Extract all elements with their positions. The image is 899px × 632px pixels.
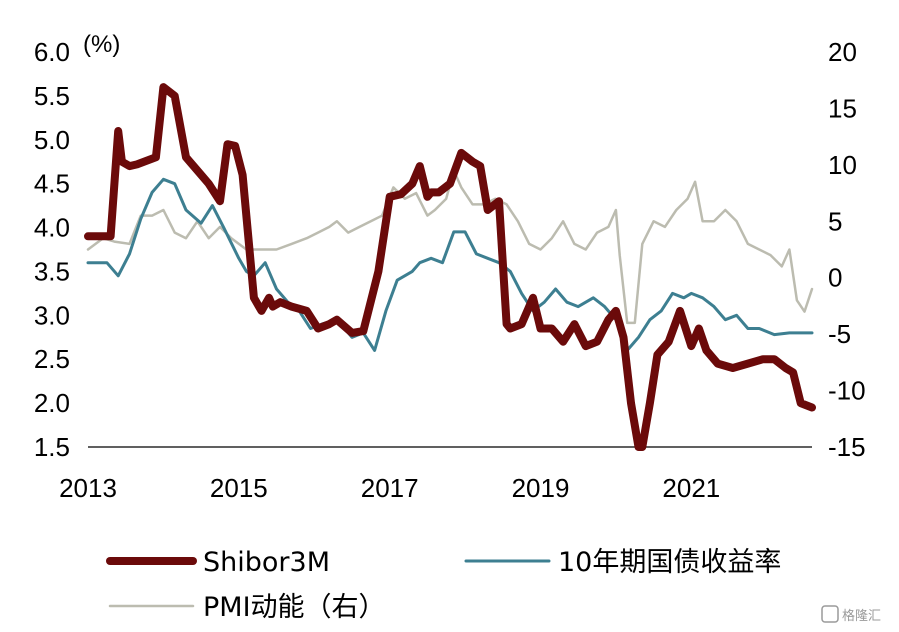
- y-left-tick-label: 3.5: [34, 256, 70, 286]
- pmi-momentum-line: [86, 169, 814, 325]
- y-left-tick-label: 2.0: [34, 388, 70, 418]
- y-right-tick-label: 10: [828, 150, 857, 180]
- watermark: 格隆汇: [821, 605, 881, 624]
- watermark-logo-icon: [821, 605, 839, 623]
- shibor3m-line: [84, 83, 816, 451]
- y-left-tick-label: 4.5: [34, 169, 70, 199]
- y-right-tick-labels: 20 15 10 5 0 -5 -10 -15: [828, 37, 866, 462]
- x-tick-label: 2021: [662, 473, 720, 503]
- y-right-tick-label: 15: [828, 93, 857, 123]
- x-tick-label: 2017: [361, 473, 419, 503]
- x-tick-labels: 2013 2015 2017 2019 2021: [59, 473, 720, 503]
- x-tick-label: 2015: [210, 473, 268, 503]
- legend-label: 10年期国债收益率: [558, 547, 781, 578]
- y-right-tick-label: 20: [828, 37, 857, 67]
- y-left-tick-label: 6.0: [34, 37, 70, 67]
- y-left-tick-labels: 6.0 5.5 5.0 4.5 4.0 3.5 3.0 2.5 2.0 1.5: [34, 37, 70, 462]
- y-left-tick-label: 3.0: [34, 300, 70, 330]
- y-right-tick-label: 0: [828, 263, 842, 293]
- y-left-tick-label: 1.5: [34, 432, 70, 462]
- y-right-tick-label: -15: [828, 432, 866, 462]
- watermark-text: 格隆汇: [842, 608, 881, 624]
- x-tick-label: 2013: [59, 473, 117, 503]
- x-tick-label: 2019: [512, 473, 570, 503]
- series-layer: [84, 83, 816, 451]
- legend-label: Shibor3M: [203, 547, 330, 578]
- y-right-tick-label: -10: [828, 376, 866, 406]
- y-left-tick-label: 5.5: [34, 81, 70, 111]
- y-right-tick-label: -5: [828, 319, 851, 349]
- y-left-tick-label: 5.0: [34, 125, 70, 155]
- cgb-10y-yield-line: [86, 177, 814, 352]
- y-left-tick-label: 4.0: [34, 213, 70, 243]
- left-axis-unit: (%): [83, 31, 120, 58]
- y-right-tick-label: 5: [828, 206, 842, 236]
- legend: Shibor3M 10年期国债收益率 PMI动能（右）: [106, 547, 781, 623]
- y-left-tick-label: 2.5: [34, 344, 70, 374]
- legend-label: PMI动能（右）: [203, 592, 386, 623]
